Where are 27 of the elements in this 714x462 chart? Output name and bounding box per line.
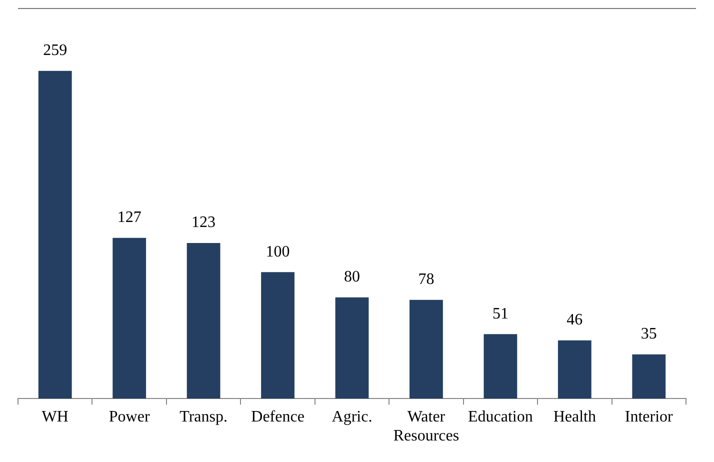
bar: [186, 242, 220, 399]
data-label: 51: [492, 305, 508, 322]
x-tick-label: Power: [108, 408, 150, 426]
bar: [484, 334, 518, 399]
data-label: 259: [43, 42, 68, 60]
x-tick-label: Water Resources: [393, 408, 460, 445]
bar: [261, 272, 294, 399]
data-label: 35: [640, 326, 657, 343]
data-label: 80: [344, 268, 360, 286]
x-tick-label: WH: [42, 408, 69, 426]
data-label: 127: [117, 209, 142, 226]
data-label: 123: [192, 214, 216, 232]
bar: [112, 238, 146, 399]
bar: [632, 354, 666, 399]
data-label: 100: [266, 243, 290, 260]
data-label: 78: [418, 271, 434, 288]
data-label: 46: [566, 312, 583, 329]
x-tick-label: Interior: [624, 408, 674, 426]
bar: [38, 70, 72, 399]
x-tick-label: Education: [468, 408, 533, 426]
bar: [410, 300, 443, 399]
bar: [558, 340, 592, 399]
x-tick-label: Transp.: [180, 408, 228, 426]
x-tick-label: Defence: [251, 408, 304, 426]
x-tick-label: Health: [553, 408, 596, 426]
bar: [335, 297, 369, 399]
x-tick-label: Agric.: [332, 408, 372, 426]
